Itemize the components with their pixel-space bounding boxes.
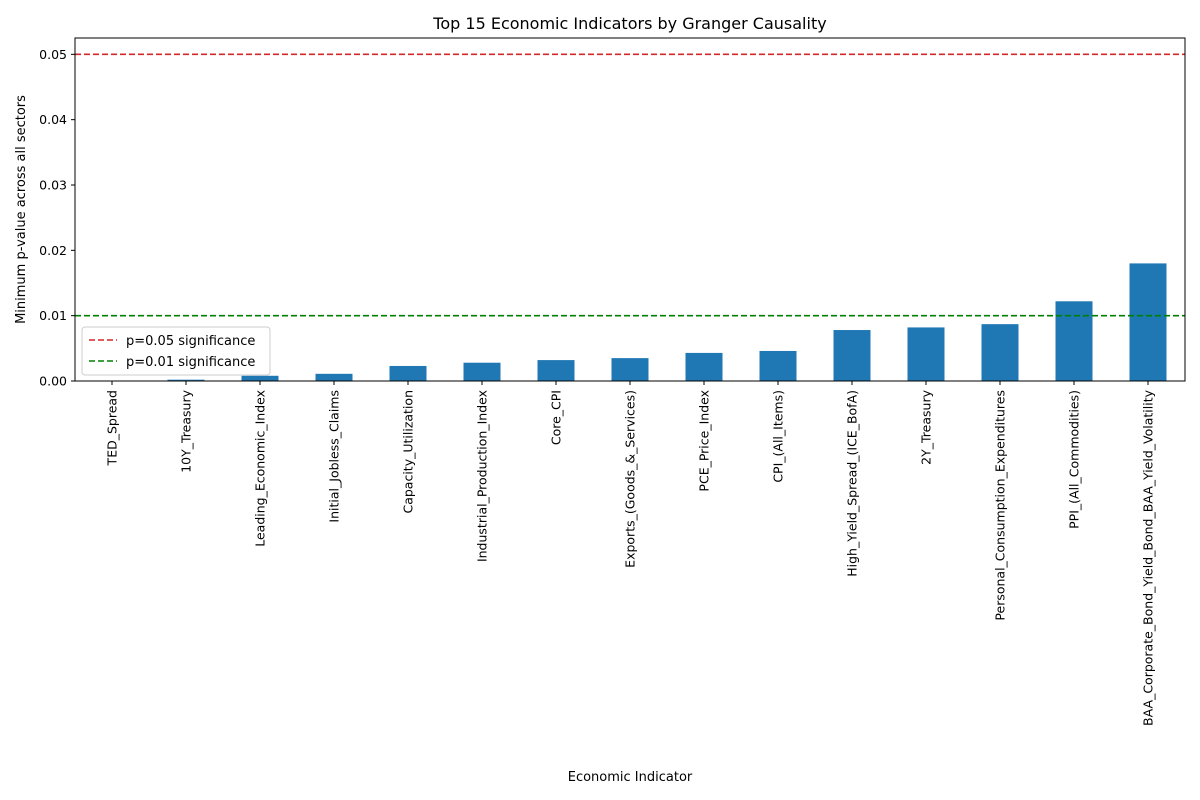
y-tick-label-3: 0.03 — [39, 178, 67, 193]
y-tick-label-1: 0.01 — [39, 308, 67, 323]
y-tick-label-5: 0.05 — [39, 47, 67, 62]
bar-10 — [833, 330, 871, 381]
x-tick-label-11: 2Y_Treasury — [919, 389, 934, 464]
bar-4 — [389, 365, 427, 381]
x-tick-label-4: Capacity_Utilization — [401, 390, 416, 514]
bar-7 — [611, 358, 649, 381]
x-axis: TED_Spread 10Y_Treasury Leading_Economic_I… — [105, 381, 1156, 726]
y-axis-label: Minimum p-value across all sectors — [14, 95, 29, 324]
bar-1 — [167, 379, 205, 381]
bar-12 — [981, 324, 1019, 381]
x-tick-label-14: BAA_Corporate_Bond_Yield_Bond_BAA_Yield_… — [1141, 389, 1156, 726]
x-tick-label-10: High_Yield_Spread_(ICE_BofA) — [845, 390, 860, 577]
x-tick-label-13: PPI_(All_Commodities) — [1067, 390, 1082, 529]
x-tick-label-2: Leading_Economic_Index — [253, 390, 268, 547]
legend-box — [81, 326, 271, 376]
legend: p=0.05 significance p=0.01 significance — [81, 326, 271, 376]
x-tick-label-7: Exports_(Goods_&_Services) — [623, 390, 638, 568]
bars-group — [93, 263, 1167, 381]
bar-11 — [907, 327, 945, 381]
bar-13 — [1055, 301, 1093, 381]
bar-5 — [463, 362, 501, 381]
x-tick-label-9: CPI_(All_Items) — [771, 390, 786, 483]
x-tick-label-5: Industrial_Production_Index — [475, 390, 490, 562]
bar-8 — [685, 352, 723, 381]
legend-label-p05: p=0.05 significance — [126, 334, 255, 349]
y-tick-label-2: 0.02 — [39, 243, 67, 258]
chart-title: Top 15 Economic Indicators by Granger Ca… — [432, 14, 826, 33]
x-axis-label: Economic Indicator — [568, 770, 693, 785]
x-tick-label-6: Core_CPI — [549, 390, 564, 445]
x-tick-label-1: 10Y_Treasury — [179, 389, 194, 472]
bar-6 — [537, 360, 575, 381]
reference-lines-group — [75, 53, 1185, 317]
bar-3 — [315, 373, 353, 381]
x-tick-label-3: Initial_Jobless_Claims — [327, 390, 342, 523]
x-tick-label-12: Personal_Consumption_Expenditures — [993, 390, 1008, 621]
bar-2 — [241, 375, 279, 381]
y-tick-label-4: 0.04 — [39, 112, 67, 127]
legend-label-p01: p=0.01 significance — [126, 355, 255, 370]
bar-14 — [1129, 263, 1167, 381]
y-tick-label-0: 0.00 — [39, 374, 67, 389]
x-tick-label-8: PCE_Price_Index — [697, 390, 712, 492]
bar-9 — [759, 350, 797, 381]
x-tick-label-0: TED_Spread — [105, 390, 120, 466]
y-axis: 0.00 0.01 0.02 0.03 0.04 0.05 — [39, 47, 75, 389]
